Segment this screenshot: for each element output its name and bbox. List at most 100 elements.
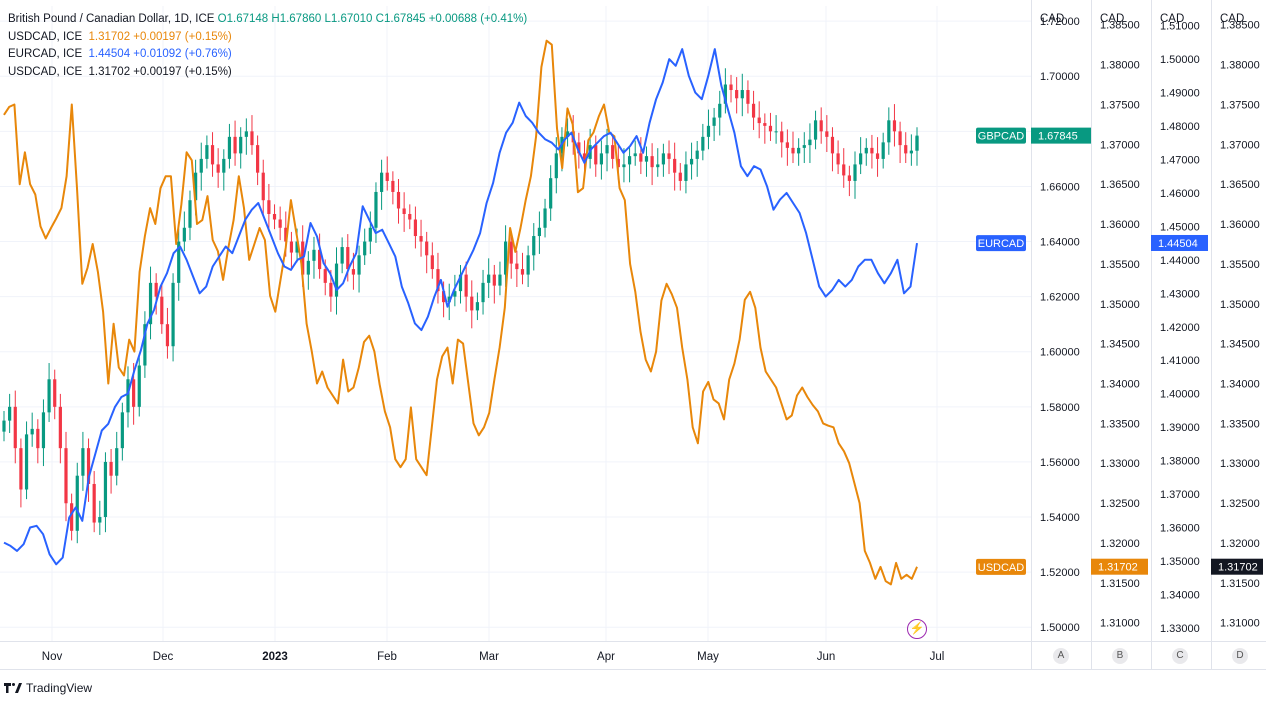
- candle-body: [239, 136, 243, 154]
- gbpcad-candle: [633, 140, 637, 166]
- candle-body: [132, 379, 136, 407]
- y-tick-label: 1.35000: [1100, 299, 1140, 311]
- candle-body: [36, 428, 40, 449]
- brand-name: TradingView: [26, 681, 93, 695]
- scale-currency-header: CAD: [1100, 13, 1124, 25]
- gbpcad-candle: [695, 140, 699, 177]
- y-tick-label: 1.36500: [1100, 179, 1140, 191]
- gbpcad-candle: [509, 231, 513, 279]
- price-scales[interactable]: CAD1.720001.700001.680001.660001.640001.…: [1040, 13, 1260, 635]
- legend-series-value: 1.31702: [88, 30, 131, 43]
- candle-body: [143, 324, 147, 366]
- candle-body: [41, 412, 46, 449]
- y-tick-label: 1.33000: [1100, 458, 1140, 470]
- candle-body: [165, 324, 170, 347]
- candle-body: [689, 158, 694, 165]
- scale-letter-a[interactable]: A: [1053, 648, 1069, 664]
- legend-row-usdcad[interactable]: USDCAD, ICE 1.31702 +0.00197 (+0.15%): [8, 29, 527, 47]
- tradingview-logo[interactable]: TradingView: [4, 681, 92, 695]
- gbpcad-candle: [684, 151, 688, 194]
- candle-body: [75, 475, 79, 531]
- gbpcad-candle: [864, 138, 868, 166]
- x-tick-label: Jun: [817, 651, 836, 663]
- candle-body: [791, 147, 795, 154]
- candle-body: [109, 461, 113, 476]
- gbpcad-candle: [819, 107, 823, 144]
- candle-body: [357, 255, 361, 275]
- y-tick-label: 1.31000: [1220, 618, 1260, 630]
- candle-body: [582, 153, 587, 159]
- y-tick-label: 1.42000: [1160, 322, 1200, 334]
- y-tick-label: 1.50000: [1040, 622, 1080, 634]
- candle-body: [137, 365, 141, 407]
- gbpcad-candle: [205, 135, 209, 169]
- flash-icon[interactable]: ⚡: [907, 619, 927, 639]
- gbpcad-candle: [475, 292, 480, 321]
- gbpcad-candle: [177, 228, 181, 301]
- badge-value-bg: [1031, 127, 1091, 144]
- candle-body: [813, 120, 818, 140]
- y-tick-label: 1.40000: [1160, 389, 1200, 401]
- gbpcad-candle: [413, 206, 418, 249]
- y-tick-label: 1.35500: [1220, 259, 1260, 271]
- scale-letter-d[interactable]: D: [1232, 648, 1248, 664]
- candle-body: [81, 448, 85, 476]
- candle-body: [616, 158, 620, 168]
- gbpcad-candle: [154, 273, 158, 315]
- candle-body: [227, 136, 232, 159]
- gbpcad-candle: [594, 135, 598, 177]
- y-tick-label: 1.54000: [1040, 512, 1080, 524]
- chart-frame: [0, 0, 1266, 670]
- gbpcad-candle: [408, 204, 412, 230]
- y-tick-label: 1.35000: [1160, 556, 1200, 568]
- gbpcad-candle: [706, 109, 711, 150]
- gbpcad-candle: [723, 68, 727, 114]
- legend-row-eurcad[interactable]: EURCAD, ICE 1.44504 +0.01092 (+0.76%): [8, 46, 527, 64]
- gbpcad-candle: [712, 107, 716, 141]
- gbpcad-candle: [396, 179, 401, 224]
- gbpcad-candle: [887, 107, 891, 155]
- candle-body: [904, 145, 908, 154]
- gbpcad-candle: [318, 233, 322, 279]
- gbpcad-candle: [278, 206, 282, 241]
- badge-label: GBPCAD: [978, 131, 1025, 143]
- candle-body: [915, 135, 919, 151]
- candle-body: [684, 164, 688, 181]
- gbpcad-candle: [244, 118, 248, 155]
- gbpcad-candle: [808, 123, 812, 164]
- price-badge: EURCAD: [976, 235, 1026, 252]
- candle-body: [441, 291, 446, 303]
- candle-body: [780, 131, 784, 143]
- y-tick-label: 1.32500: [1220, 498, 1260, 510]
- legend-row-usdcad-2[interactable]: USDCAD, ICE 1.31702 +0.00197 (+0.15%): [8, 64, 527, 82]
- candle-body: [453, 291, 457, 297]
- gbpcad-candle: [599, 140, 603, 180]
- badge-label-bg: [976, 127, 1026, 144]
- candle-body: [611, 145, 615, 159]
- candle-body: [261, 172, 265, 201]
- gbpcad-candle: [453, 274, 457, 307]
- candle-body: [475, 302, 480, 311]
- y-tick-label: 1.35000: [1220, 299, 1260, 311]
- candle-body: [909, 150, 913, 154]
- candle-body: [695, 150, 699, 159]
- y-tick-label: 1.33500: [1100, 418, 1140, 430]
- gbpcad-candle: [103, 452, 108, 533]
- candle-body: [329, 282, 333, 297]
- gbpcad-candle: [785, 129, 789, 166]
- candle-body: [363, 241, 367, 256]
- legend-main[interactable]: British Pound / Canadian Dollar, 1D, ICE…: [8, 11, 527, 29]
- candle-body: [785, 142, 789, 148]
- scale-letter-c[interactable]: C: [1172, 648, 1188, 664]
- candle-body: [808, 139, 812, 146]
- gbpcad-candle: [182, 211, 186, 252]
- candle-body: [436, 269, 440, 292]
- badge-value: 1.31702: [1098, 562, 1138, 574]
- candle-body: [92, 483, 96, 523]
- candle-body: [830, 136, 835, 154]
- gbpcad-candle: [503, 225, 508, 287]
- scale-letter-b[interactable]: B: [1112, 648, 1128, 664]
- candle-body: [182, 227, 186, 242]
